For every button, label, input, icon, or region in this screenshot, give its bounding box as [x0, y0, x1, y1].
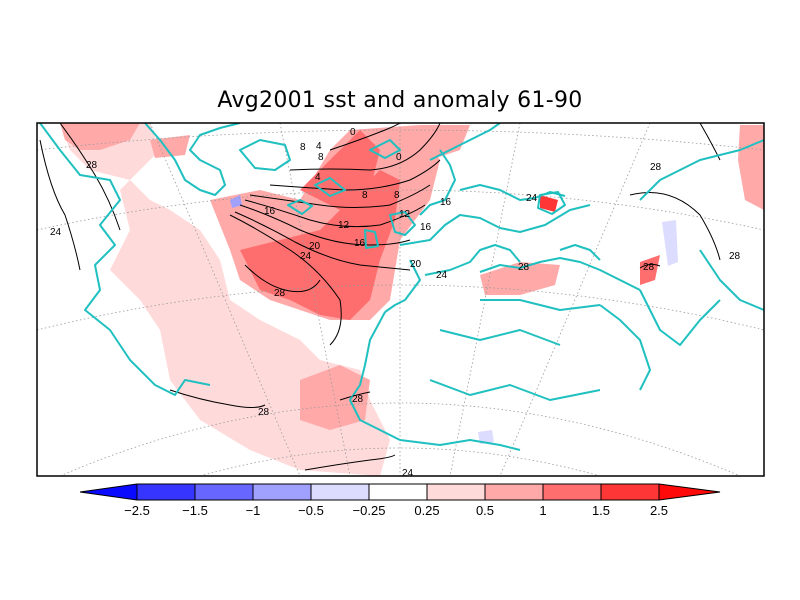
colorbar: −2.5 −1.5 −1 −0.5 −0.25 0.25 0.5 1 1.5 2… — [79, 483, 721, 518]
contour-label: 24 — [50, 227, 62, 238]
contour-label: 8 — [300, 142, 306, 153]
colorbar-segment — [543, 484, 601, 500]
contour-label: 28 — [518, 262, 530, 273]
colorbar-label: 1 — [539, 503, 546, 518]
anomaly-area-canary — [300, 365, 370, 430]
contour-label: 16 — [354, 238, 366, 249]
contour-label: 28 — [258, 407, 270, 418]
contour-label: 28 — [643, 262, 655, 273]
contour-label: 12 — [338, 220, 350, 231]
graticule — [37, 123, 764, 476]
colorbar-label: 0.5 — [476, 503, 494, 518]
colorbar-segment — [311, 484, 369, 500]
contour-label: 4 — [316, 141, 322, 152]
colorbar-segment — [195, 484, 253, 500]
anomaly-area-barents — [420, 125, 470, 160]
contour-label: 28 — [729, 251, 741, 262]
contour-label: 16 — [440, 197, 452, 208]
contour-label: 24 — [300, 251, 312, 262]
contour-label: 24 — [526, 193, 538, 204]
contour-label: 0 — [350, 127, 356, 138]
sst-contours — [39, 123, 721, 471]
colorbar-segment — [369, 484, 427, 500]
coastlines — [39, 123, 764, 451]
contour-label: 28 — [86, 160, 98, 171]
anomaly-shading — [60, 123, 764, 476]
page-title: Avg2001 sst and anomaly 61-90 — [217, 88, 583, 113]
colorbar-segment — [253, 484, 311, 500]
contour-labels: 28 24 28 0 4 8 8 4 0 8 8 12 12 16 16 16 … — [50, 127, 741, 479]
colorbar-label: 2.5 — [650, 503, 668, 518]
anomaly-area-east — [738, 125, 764, 210]
contour-label: 24 — [436, 270, 448, 281]
contour-label: 8 — [362, 190, 368, 201]
colorbar-label: −1.5 — [182, 503, 208, 518]
colorbar-segment — [485, 484, 543, 500]
anomaly-area-red-sea — [640, 255, 660, 285]
colorbar-label: −2.5 — [124, 503, 150, 518]
contour-label: 20 — [410, 259, 422, 270]
colorbar-segment — [659, 484, 720, 500]
colorbar-label: −1 — [246, 503, 261, 518]
anomaly-area-labrador — [60, 123, 140, 150]
contour-label: 4 — [315, 172, 321, 183]
contour-label: 8 — [394, 190, 400, 201]
contour-label: 16 — [264, 206, 276, 217]
colorbar-label: −0.5 — [298, 503, 324, 518]
map-frame — [36, 122, 765, 477]
anomaly-area-negative-2 — [662, 220, 678, 266]
anomaly-area-mediterranean — [480, 262, 560, 295]
contour-label: 20 — [309, 241, 321, 252]
contour-label: 12 — [399, 209, 411, 220]
contour-label: 24 — [402, 468, 414, 479]
contour-label: 28 — [274, 288, 286, 299]
contour-label: 16 — [420, 222, 432, 233]
colorbar-label: 1.5 — [592, 503, 610, 518]
colorbar-label: −0.25 — [353, 503, 386, 518]
anomaly-area-negative-3 — [478, 430, 494, 444]
contour-label: 8 — [318, 152, 324, 163]
anomaly-area-black-sea — [540, 195, 558, 212]
colorbar-segment — [427, 484, 485, 500]
colorbar-label: 0.25 — [414, 503, 439, 518]
colorbar-segment — [137, 484, 195, 500]
colorbar-segment — [601, 484, 659, 500]
contour-label: 28 — [650, 162, 662, 173]
colorbar-segment — [80, 484, 137, 500]
contour-label: 28 — [352, 394, 364, 405]
contour-label: 0 — [396, 152, 402, 163]
